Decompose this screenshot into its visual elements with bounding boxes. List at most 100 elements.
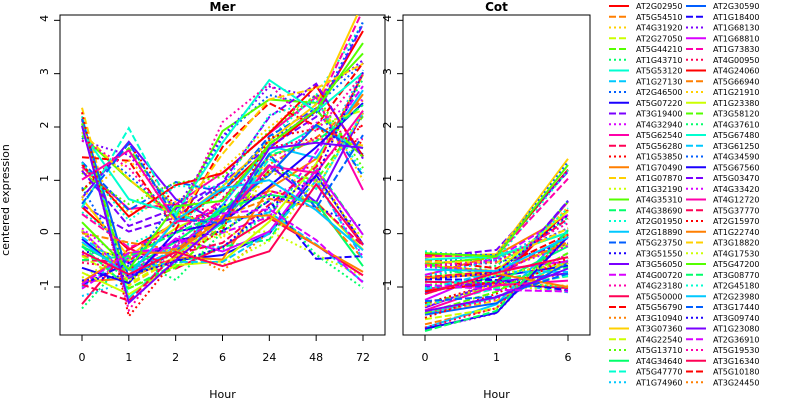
cot-series-line: [424, 262, 569, 316]
mer-series-line: [81, 72, 364, 302]
legend-label: AT1G18400: [713, 13, 759, 22]
legend-label: AT3G24450: [713, 378, 759, 387]
mer-series-line: [81, 197, 364, 260]
mer-series-line: [81, 42, 364, 271]
legend-label: AT2G23980: [713, 292, 759, 301]
mer-series-line: [81, 134, 364, 225]
mer-series-line: [81, 182, 364, 276]
legend-label: AT1G07870: [636, 174, 682, 183]
mer-x-tick-label: 0: [79, 351, 86, 364]
legend-label: AT5G37770: [713, 206, 759, 215]
legend-label: AT3G08770: [713, 271, 759, 280]
legend-label: AT2G02950: [636, 2, 682, 11]
legend-label: AT5G47200: [713, 260, 759, 269]
cot-series-line: [424, 261, 569, 292]
legend-label: AT3G16340: [713, 357, 759, 366]
legend-label: AT1G53850: [636, 153, 682, 162]
cot-x-tick-label: 0: [422, 351, 429, 364]
cot-series-line: [424, 222, 569, 267]
legend-label: AT1G23380: [713, 99, 759, 108]
mer-series-line: [81, 82, 364, 228]
cot-y-tick-label: 1: [381, 175, 394, 182]
legend-label: AT4G34640: [636, 357, 682, 366]
legend-label: AT5G50000: [636, 292, 682, 301]
legend-label: AT3G51550: [636, 249, 682, 258]
legend-label: AT3G09740: [713, 314, 759, 323]
cot-series-line: [424, 158, 569, 258]
legend-label: AT3G56050: [636, 260, 682, 269]
cot-title: Cot: [485, 0, 508, 14]
legend-label: AT5G23750: [636, 239, 682, 248]
cot-panel: Cot -1 0 1 2 3 4 0 1 6 Hour: [381, 0, 591, 400]
legend-label: AT1G27130: [636, 77, 682, 86]
legend-label: AT1G23080: [713, 325, 759, 334]
mer-series-line: [81, 22, 364, 246]
legend-label: AT3G61250: [713, 142, 759, 151]
legend-label: AT1G68810: [713, 34, 759, 43]
cot-series-line: [424, 178, 569, 258]
mer-panel: Mer -1 0 1 2 3 4 0 1 2 6 24 48 72 Hour: [38, 0, 386, 400]
cot-series-group: [424, 158, 569, 332]
legend-label: AT3G18820: [713, 239, 759, 248]
mer-y-tick-label: 3: [38, 68, 51, 75]
cot-y-tick-label: 4: [381, 15, 394, 22]
legend-label: AT5G10180: [713, 368, 759, 377]
cot-series-line: [424, 257, 569, 319]
legend-label: AT3G17440: [713, 303, 759, 312]
mer-title: Mer: [210, 0, 236, 14]
legend-label: AT5G56280: [636, 142, 682, 151]
legend-label: AT1G73830: [713, 45, 759, 54]
cot-series-line: [424, 229, 569, 332]
legend-label: AT4G34590: [713, 153, 759, 162]
legend-label: AT5G54510: [636, 13, 682, 22]
legend-label: AT4G33420: [713, 185, 759, 194]
mer-series-line: [81, 179, 364, 272]
legend-label: AT4G00720: [636, 271, 682, 280]
legend-label: AT5G44210: [636, 45, 682, 54]
legend-label: AT2G18890: [636, 228, 682, 237]
legend-label: AT4G24060: [713, 67, 759, 76]
legend-label: AT1G68130: [713, 24, 759, 33]
legend-label: AT4G00950: [713, 56, 759, 65]
mer-x-tick-label: 6: [219, 351, 226, 364]
legend-label: AT1G22740: [713, 228, 759, 237]
legend-label: AT4G37610: [713, 120, 759, 129]
mer-series-line: [81, 21, 364, 270]
mer-series-line: [81, 93, 364, 206]
mer-series-line: [81, 62, 364, 222]
legend-label: AT2G01950: [636, 217, 682, 226]
mer-y-tick-label: -1: [38, 280, 51, 291]
cot-series-line: [424, 278, 569, 292]
cot-series-line: [424, 170, 569, 259]
cot-series-line: [424, 161, 569, 257]
cot-x-tick-label: 1: [493, 351, 500, 364]
cot-y-tick-label: 2: [381, 122, 394, 129]
mer-x-tick-label: 24: [262, 351, 276, 364]
legend-label: AT4G12720: [713, 196, 759, 205]
cot-x-tick-label: 6: [565, 351, 572, 364]
legend-label: AT4G17530: [713, 249, 759, 258]
cot-y-tick-label: 0: [381, 228, 394, 235]
mer-series-line: [81, 125, 364, 270]
legend-label: AT1G74960: [636, 378, 682, 387]
legend-label: AT3G10940: [636, 314, 682, 323]
y-axis-label: centered expression: [0, 144, 12, 256]
mer-series-line: [81, 73, 364, 227]
cot-series-line: [425, 169, 569, 256]
legend-label: AT5G13710: [636, 346, 682, 355]
mer-x-tick-label: 2: [172, 351, 179, 364]
legend-label: AT5G67480: [713, 131, 759, 140]
legend-label: AT5G62540: [636, 131, 682, 140]
legend-label: AT2G45180: [713, 282, 759, 291]
cot-series-line: [424, 236, 569, 273]
legend-label: AT4G38690: [636, 206, 682, 215]
legend-label: AT4G23180: [636, 282, 682, 291]
legend-label: AT3G19400: [636, 110, 682, 119]
legend-label: AT2G36910: [713, 335, 759, 344]
legend-label: AT5G03470: [713, 174, 759, 183]
mer-series-line: [81, 84, 364, 218]
legend-label: AT1G43710: [636, 56, 682, 65]
mer-x-tick-label: 1: [125, 351, 132, 364]
